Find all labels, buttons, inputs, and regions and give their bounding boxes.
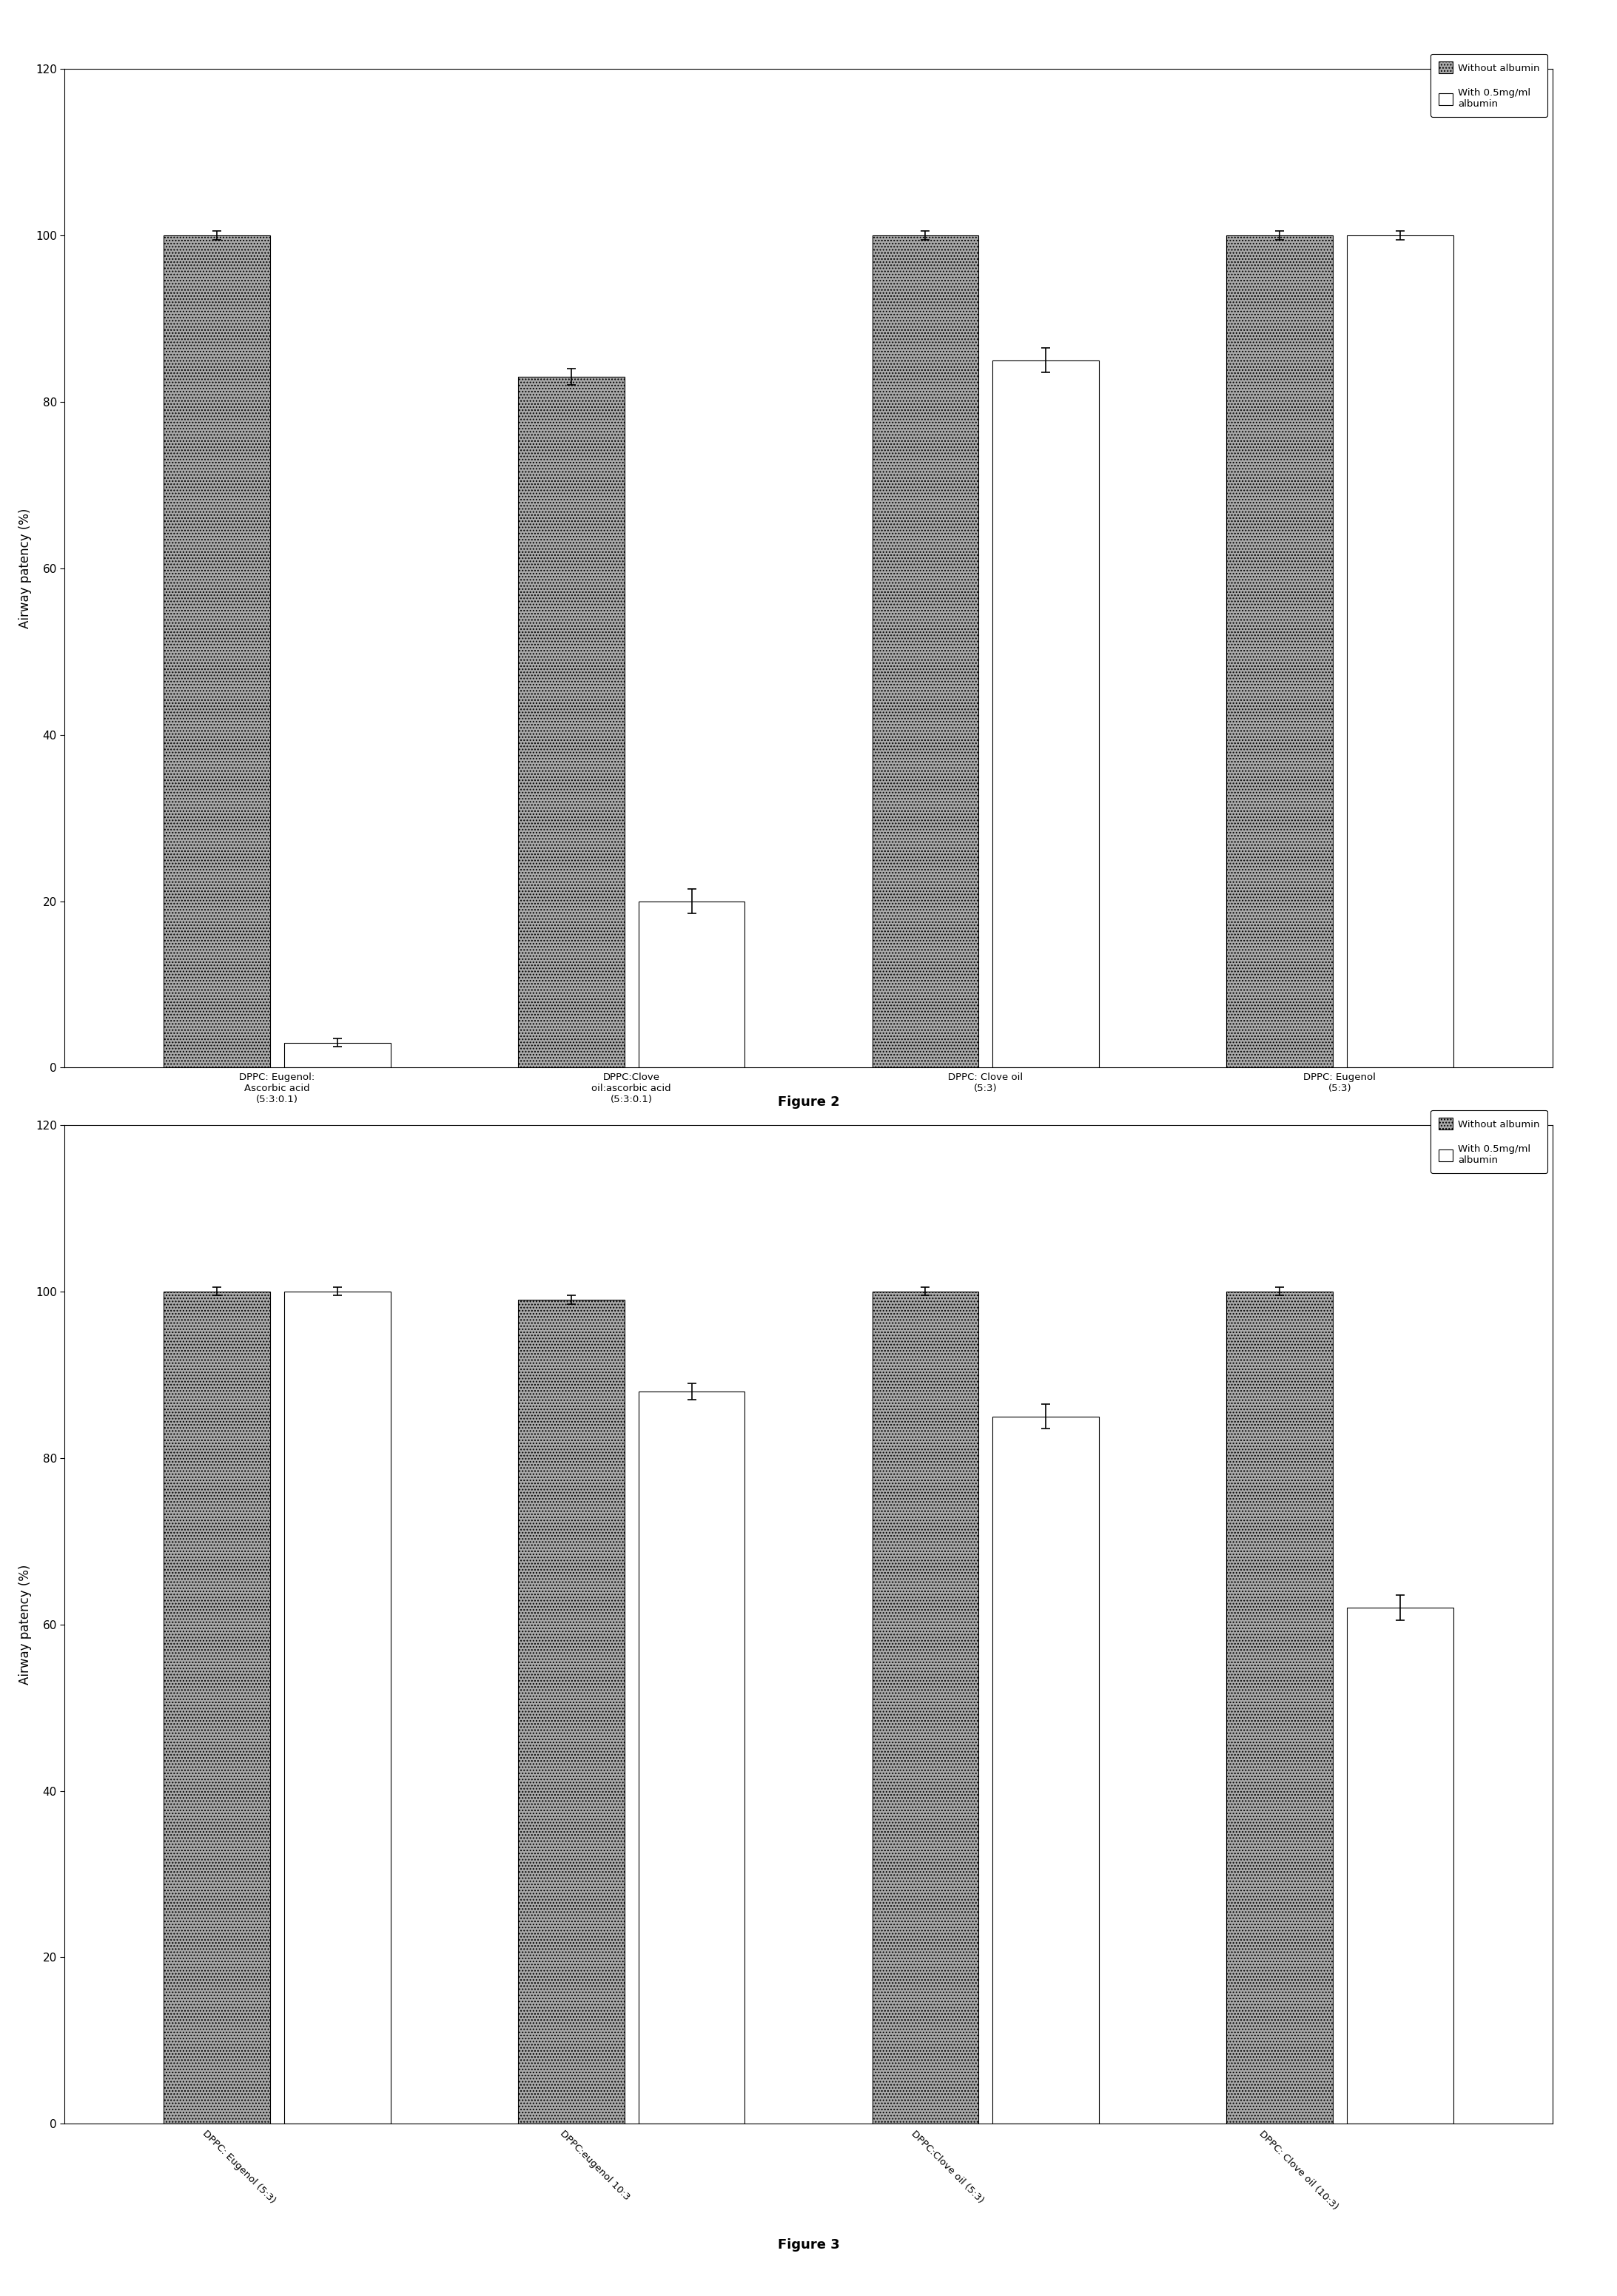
Bar: [1226, 234, 1332, 1068]
Bar: [1226, 1290, 1332, 2124]
Y-axis label: Airway patency (%): Airway patency (%): [18, 507, 31, 629]
Bar: [1347, 234, 1454, 1068]
Bar: [285, 1042, 391, 1068]
Bar: [517, 377, 624, 1068]
Bar: [872, 1290, 978, 2124]
Bar: [517, 1300, 624, 2124]
Text: Figure 3: Figure 3: [778, 2239, 839, 2252]
Bar: [163, 1290, 270, 2124]
Y-axis label: Airway patency (%): Airway patency (%): [18, 1564, 31, 1685]
Legend: Without albumin, With 0.5mg/ml
albumin: Without albumin, With 0.5mg/ml albumin: [1431, 53, 1547, 117]
Text: Figure 2: Figure 2: [778, 1095, 839, 1109]
Bar: [639, 900, 745, 1068]
Bar: [163, 234, 270, 1068]
Bar: [639, 1391, 745, 2124]
Bar: [993, 1417, 1100, 2124]
Bar: [1347, 1607, 1454, 2124]
Bar: [872, 234, 978, 1068]
Legend: Without albumin, With 0.5mg/ml
albumin: Without albumin, With 0.5mg/ml albumin: [1431, 1109, 1547, 1173]
Bar: [285, 1290, 391, 2124]
Bar: [993, 360, 1100, 1068]
